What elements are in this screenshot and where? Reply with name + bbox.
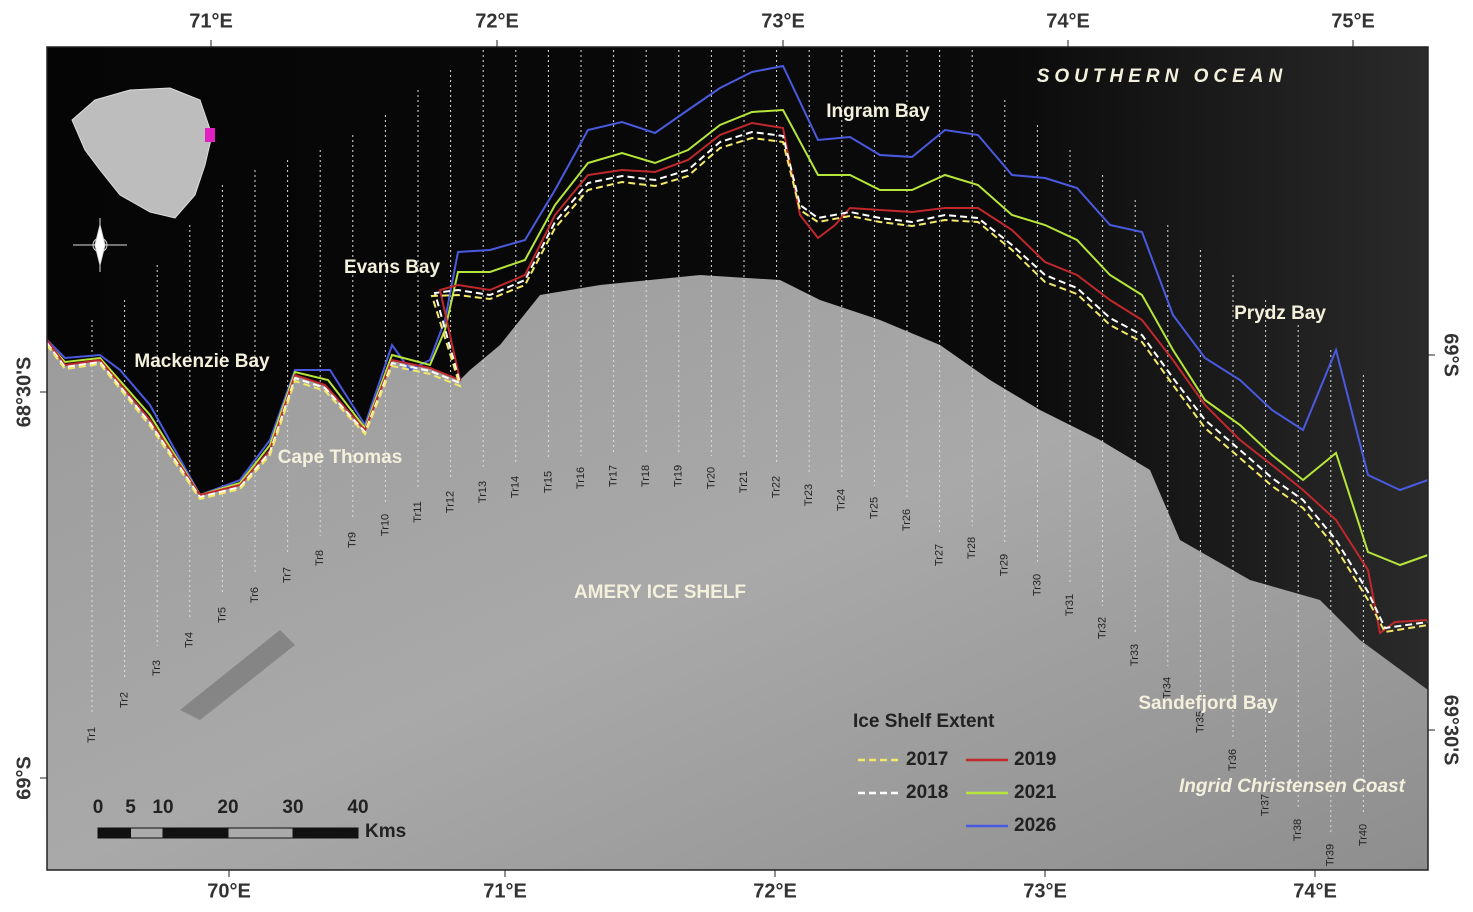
transect-label: Tr6: [249, 587, 261, 603]
place-label: Mackenzie Bay: [134, 351, 270, 372]
place-label: Evans Bay: [344, 257, 441, 278]
graticule-label: 74°E: [1293, 880, 1337, 902]
transect-label: Tr36: [1227, 749, 1239, 771]
scale-tick-label: 40: [347, 797, 368, 818]
transect-label: Tr9: [347, 532, 359, 548]
transect-label: Tr12: [445, 491, 457, 513]
place-label: Ingrid Christensen Coast: [1179, 776, 1406, 797]
transect-label: Tr28: [966, 537, 978, 559]
transect-label: Tr7: [282, 567, 294, 583]
legend-label: 2021: [1014, 782, 1057, 803]
transect-label: Tr23: [803, 484, 815, 506]
graticule-label: 69°30'S: [1440, 695, 1462, 766]
transect-label: Tr21: [738, 471, 750, 493]
graticule-label: 75°E: [1331, 10, 1375, 32]
transect-label: Tr38: [1292, 819, 1304, 841]
legend-label: 2018: [906, 782, 948, 803]
transect-label: Tr2: [119, 692, 131, 708]
scale-segment: [163, 828, 228, 838]
graticule-label: 71°E: [189, 10, 233, 32]
scale-segment: [131, 828, 164, 838]
place-label: Ingram Bay: [826, 101, 930, 122]
graticule-label: 72°E: [753, 880, 797, 902]
transect-label: Tr33: [1129, 644, 1141, 666]
transect-label: Tr18: [640, 465, 652, 487]
transect-label: Tr5: [216, 607, 228, 623]
place-label: SOUTHERN OCEAN: [1037, 66, 1288, 87]
transect-label: Tr11: [412, 501, 424, 522]
scale-tick-label: 0: [93, 797, 104, 818]
graticule-label: 71°E: [483, 880, 527, 902]
scale-tick-label: 5: [125, 797, 136, 818]
transect-label: Tr35: [1194, 711, 1206, 733]
transect-label: Tr27: [934, 544, 946, 566]
transect-label: Tr13: [477, 481, 489, 503]
transect-label: Tr3: [151, 660, 163, 676]
graticule-label: 74°E: [1046, 10, 1090, 32]
transect-label: Tr4: [184, 632, 196, 648]
transect-label: Tr40: [1357, 824, 1369, 846]
scale-segment: [293, 828, 358, 838]
scale-segment: [98, 828, 131, 838]
transect-label: Tr29: [999, 554, 1011, 576]
transect-label: Tr22: [771, 476, 783, 498]
legend-label: 2026: [1014, 815, 1056, 836]
transect-label: Tr14: [510, 476, 522, 498]
graticule-label: 72°E: [475, 10, 519, 32]
graticule-label: 73°E: [761, 10, 805, 32]
scale-unit: Kms: [365, 821, 406, 842]
legend-label: 2017: [906, 749, 948, 770]
transect-label: Tr15: [542, 471, 554, 493]
place-label: Sandefjord Bay: [1138, 693, 1278, 714]
transect-label: Tr24: [836, 489, 848, 511]
transect-label: Tr32: [1097, 617, 1109, 639]
legend-label: 2019: [1014, 749, 1056, 770]
transect-label: Tr17: [608, 465, 620, 487]
transect-label: Tr16: [575, 467, 587, 489]
place-label: Cape Thomas: [278, 447, 403, 468]
graticule-label: 69°S: [1440, 333, 1462, 377]
transect-label: Tr39: [1325, 844, 1337, 866]
place-label: AMERY ICE SHELF: [574, 582, 746, 603]
transect-label: Tr26: [901, 509, 913, 531]
map: Tr1 Tr2 Tr3 Tr4 Tr5 Tr6 Tr7 Tr8 Tr9 Tr10 Tr11 Tr12 T…: [0, 0, 1473, 907]
graticule-label: 69°S: [13, 756, 35, 800]
transect-label: Tr19: [673, 465, 685, 487]
scale-tick-label: 20: [217, 797, 238, 818]
graticule-label: 68°30'S: [13, 357, 35, 428]
transect-label: Tr1: [86, 727, 98, 743]
scale-segment: [228, 828, 293, 838]
graticule-label: 73°E: [1023, 880, 1067, 902]
place-label: Prydz Bay: [1234, 303, 1326, 324]
transect-label: Tr37: [1260, 794, 1272, 816]
transect-label: Tr25: [868, 497, 880, 519]
transect-label: Tr20: [705, 467, 717, 489]
transect-label: Tr31: [1064, 594, 1076, 616]
transect-label: Tr8: [314, 550, 326, 566]
transect-label: Tr10: [379, 514, 391, 536]
scale-tick-label: 10: [152, 797, 173, 818]
transect-label: Tr30: [1031, 574, 1043, 596]
scale-tick-label: 30: [282, 797, 303, 818]
legend-title: Ice Shelf Extent: [853, 711, 995, 732]
graticule-label: 70°E: [207, 880, 251, 902]
